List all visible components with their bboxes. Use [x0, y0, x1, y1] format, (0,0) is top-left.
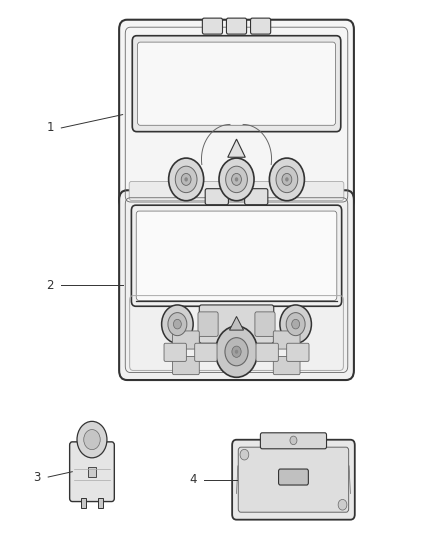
- FancyBboxPatch shape: [251, 18, 271, 34]
- FancyBboxPatch shape: [119, 20, 354, 209]
- Bar: [88, 467, 96, 477]
- Polygon shape: [228, 139, 245, 157]
- Circle shape: [280, 305, 311, 343]
- FancyBboxPatch shape: [131, 205, 342, 306]
- Circle shape: [162, 305, 193, 343]
- Circle shape: [292, 319, 300, 329]
- Circle shape: [232, 173, 241, 185]
- FancyBboxPatch shape: [279, 469, 308, 485]
- FancyBboxPatch shape: [287, 343, 309, 361]
- Circle shape: [269, 158, 304, 201]
- Circle shape: [168, 313, 187, 336]
- Circle shape: [181, 173, 191, 185]
- FancyBboxPatch shape: [260, 433, 326, 449]
- FancyBboxPatch shape: [202, 18, 223, 34]
- Circle shape: [235, 177, 238, 182]
- Circle shape: [215, 326, 258, 377]
- Polygon shape: [230, 317, 244, 330]
- Text: 2: 2: [46, 279, 54, 292]
- Circle shape: [84, 430, 100, 450]
- Bar: [81, 498, 86, 508]
- FancyBboxPatch shape: [205, 189, 229, 205]
- Circle shape: [184, 177, 188, 182]
- FancyBboxPatch shape: [164, 343, 187, 361]
- Circle shape: [285, 177, 289, 182]
- FancyBboxPatch shape: [70, 442, 114, 502]
- Circle shape: [282, 173, 292, 185]
- FancyBboxPatch shape: [232, 440, 355, 520]
- Bar: [98, 498, 103, 508]
- FancyBboxPatch shape: [256, 343, 279, 361]
- Text: 3: 3: [34, 471, 41, 483]
- Circle shape: [219, 158, 254, 201]
- Circle shape: [169, 158, 204, 201]
- FancyBboxPatch shape: [199, 305, 274, 343]
- Circle shape: [240, 449, 249, 460]
- Circle shape: [338, 499, 347, 510]
- Circle shape: [175, 166, 197, 192]
- Circle shape: [286, 313, 305, 336]
- FancyBboxPatch shape: [119, 190, 354, 380]
- Circle shape: [173, 319, 181, 329]
- FancyBboxPatch shape: [245, 189, 268, 205]
- FancyBboxPatch shape: [136, 211, 337, 301]
- FancyBboxPatch shape: [194, 343, 217, 361]
- Text: 1: 1: [46, 122, 54, 134]
- FancyBboxPatch shape: [198, 312, 218, 336]
- Text: 4: 4: [189, 473, 197, 486]
- FancyBboxPatch shape: [273, 331, 300, 349]
- Circle shape: [290, 436, 297, 445]
- FancyBboxPatch shape: [138, 42, 336, 125]
- FancyBboxPatch shape: [226, 18, 247, 34]
- Circle shape: [232, 346, 241, 357]
- FancyBboxPatch shape: [255, 312, 275, 336]
- FancyBboxPatch shape: [273, 357, 300, 375]
- FancyBboxPatch shape: [173, 331, 199, 349]
- Circle shape: [77, 422, 107, 458]
- Circle shape: [276, 166, 298, 192]
- FancyBboxPatch shape: [173, 357, 199, 375]
- Circle shape: [225, 338, 248, 366]
- FancyBboxPatch shape: [129, 181, 344, 200]
- FancyBboxPatch shape: [132, 36, 341, 132]
- FancyBboxPatch shape: [238, 447, 349, 512]
- Circle shape: [235, 350, 238, 354]
- Circle shape: [226, 166, 247, 192]
